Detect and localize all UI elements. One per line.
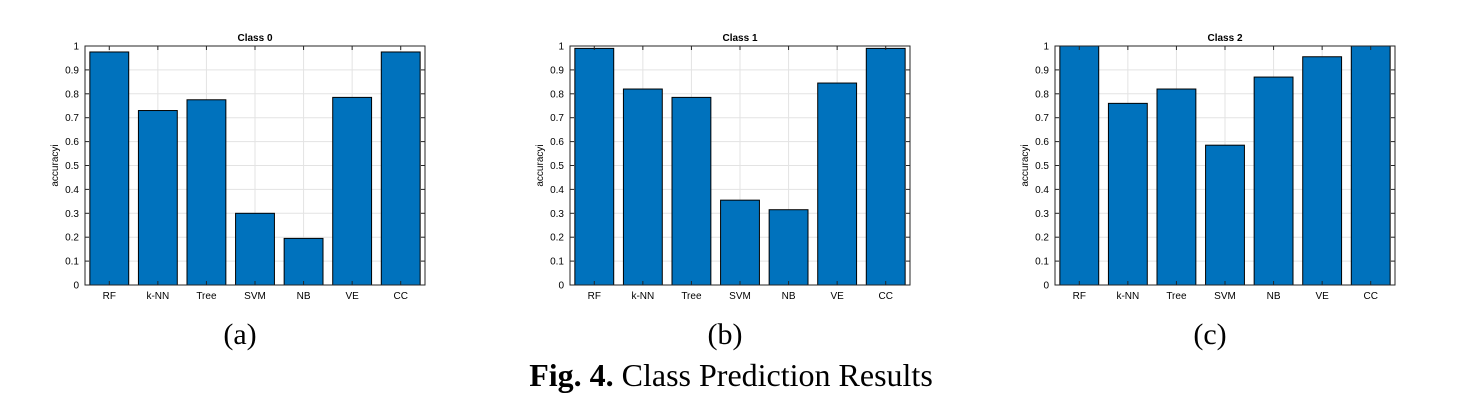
bar-chart-class-1: 0 0.1 0.2 0.3 0.4 0.5 0.6 0.7 0.8 0.9 1 RF k-NN Tree S…: [535, 33, 911, 302]
chart-title: Class 2: [1207, 33, 1242, 44]
bar-ve: [332, 96, 373, 286]
x-tick-label: RF: [588, 291, 601, 302]
x-tick-label: Tree: [681, 291, 702, 302]
y-axis-label: accuracyi: [1020, 144, 1031, 186]
y-tick-label: 0.5: [1035, 161, 1049, 172]
y-tick-label: 0.9: [550, 65, 564, 76]
bar-chart-class-0: 0 0.1 0.2 0.3 0.4 0.5 0.6 0.7 0.8 0.9 1 RF k-NN Tree S…: [50, 33, 426, 302]
panel-label-c: (c): [1193, 318, 1227, 351]
bar-nb: [283, 237, 324, 286]
y-tick-label: 0.4: [550, 185, 564, 196]
y-tick-label: 0.1: [1035, 257, 1049, 268]
chart-title: Class 1: [722, 33, 757, 44]
y-tick-label: 0.5: [550, 161, 564, 172]
bar-svm: [235, 212, 275, 286]
panel-label-a: (a): [223, 318, 257, 351]
chart-title: Class 0: [237, 33, 272, 44]
y-tick-label: 0.1: [65, 257, 79, 268]
x-tick-label: NB: [297, 291, 311, 302]
y-tick-label: 0.3: [1035, 209, 1049, 220]
bar-rf: [89, 51, 130, 286]
y-tick-label: 0.4: [1035, 185, 1049, 196]
y-tick-label: 0.6: [1035, 137, 1049, 148]
y-tick-label: 0.2: [1035, 233, 1049, 244]
x-tick-label: VE: [830, 291, 844, 302]
y-tick-label: 0.6: [550, 137, 564, 148]
bar-nb: [1253, 76, 1294, 286]
y-tick-label: 0.2: [550, 233, 564, 244]
x-tick-label: RF: [103, 291, 116, 302]
panel-label-b: (b): [707, 318, 743, 351]
x-tick-label: SVM: [729, 291, 751, 302]
x-tick-label: VE: [345, 291, 359, 302]
y-tick-label: 0: [1043, 281, 1049, 292]
x-tick-label: Tree: [196, 291, 217, 302]
y-tick-label: 0.3: [65, 209, 79, 220]
bar-ve: [817, 82, 858, 286]
bar-k-nn: [622, 88, 663, 286]
chart-panel-class-2: 0 0.1 0.2 0.3 0.4 0.5 0.6 0.7 0.8 0.9 1 RF k-NN Tree S…: [1000, 0, 1420, 320]
y-tick-label: 0.5: [65, 161, 79, 172]
y-tick-label: 0.2: [65, 233, 79, 244]
x-tick-label: CC: [1363, 291, 1377, 302]
y-tick-label: 0.9: [65, 65, 79, 76]
chart-panel-class-0: 0 0.1 0.2 0.3 0.4 0.5 0.6 0.7 0.8 0.9 1 RF k-NN Tree S…: [30, 0, 450, 320]
y-tick-label: 1: [558, 42, 564, 53]
x-tick-label: NB: [782, 291, 796, 302]
figure-caption: Fig. 4. Class Prediction Results: [0, 357, 1462, 394]
x-tick-label: NB: [1267, 291, 1281, 302]
y-tick-label: 0.6: [65, 137, 79, 148]
bar-nb: [768, 209, 809, 286]
y-axis-label: accuracyi: [535, 144, 546, 186]
bar-k-nn: [137, 110, 178, 286]
bar-rf: [1059, 45, 1100, 286]
x-tick-label: k-NN: [146, 291, 169, 302]
y-tick-label: 0: [558, 281, 564, 292]
y-tick-label: 0.7: [65, 113, 79, 124]
y-tick-label: 0: [73, 281, 79, 292]
bar-chart-class-2: 0 0.1 0.2 0.3 0.4 0.5 0.6 0.7 0.8 0.9 1 RF k-NN Tree S…: [1020, 33, 1396, 302]
figure-caption-text: Class Prediction Results: [613, 357, 933, 393]
bar-tree: [671, 96, 712, 286]
bar-tree: [1156, 88, 1197, 286]
bar-cc: [380, 51, 421, 286]
y-tick-label: 0.3: [550, 209, 564, 220]
x-tick-label: SVM: [244, 291, 266, 302]
x-tick-label: RF: [1073, 291, 1086, 302]
bar-rf: [574, 47, 615, 286]
x-tick-label: CC: [393, 291, 407, 302]
x-tick-label: k-NN: [631, 291, 654, 302]
y-tick-label: 0.7: [550, 113, 564, 124]
x-tick-label: VE: [1315, 291, 1329, 302]
y-tick-label: 1: [73, 42, 79, 53]
bar-tree: [186, 99, 227, 286]
y-tick-label: 1: [1043, 42, 1049, 53]
y-tick-label: 0.4: [65, 185, 79, 196]
chart-panel-class-1: 0 0.1 0.2 0.3 0.4 0.5 0.6 0.7 0.8 0.9 1 RF k-NN Tree S…: [515, 0, 935, 320]
bar-svm: [720, 199, 760, 286]
bar-cc: [865, 47, 906, 286]
bar-cc: [1350, 45, 1391, 286]
y-tick-label: 0.8: [550, 89, 564, 100]
y-tick-label: 0.7: [1035, 113, 1049, 124]
y-tick-label: 0.8: [65, 89, 79, 100]
y-tick-label: 0.8: [1035, 89, 1049, 100]
x-tick-label: Tree: [1166, 291, 1187, 302]
figure-number: Fig. 4.: [529, 357, 614, 393]
y-axis-label: accuracyi: [50, 144, 61, 186]
bar-ve: [1302, 56, 1343, 286]
bar-k-nn: [1107, 102, 1148, 286]
y-tick-label: 0.9: [1035, 65, 1049, 76]
y-tick-label: 0.1: [550, 257, 564, 268]
x-tick-label: CC: [878, 291, 892, 302]
bar-svm: [1205, 144, 1245, 286]
x-tick-label: k-NN: [1116, 291, 1139, 302]
x-tick-label: SVM: [1214, 291, 1236, 302]
